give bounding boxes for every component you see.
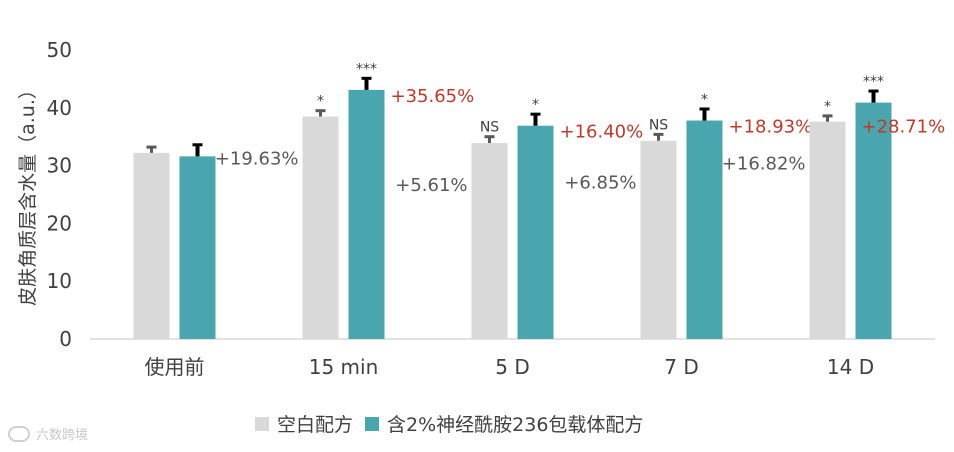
significance-label: * <box>701 92 708 108</box>
bar <box>686 120 723 340</box>
legend-item-ceramide: 含2%神经酰胺236包载体配方 <box>365 410 643 437</box>
significance-label: *** <box>863 74 884 90</box>
x-category-label: 15 min <box>309 355 379 379</box>
y-tick-label: 50 <box>47 38 72 62</box>
y-tick-label: 0 <box>59 327 72 351</box>
legend: 空白配方 含2%神经酰胺236包载体配方 <box>255 410 655 437</box>
legend-swatch-ceramide <box>365 416 380 431</box>
y-axis-ticks: 0 10 20 30 40 50 <box>47 38 72 351</box>
y-tick-label: 40 <box>47 96 72 120</box>
x-category-label: 5 D <box>495 355 529 379</box>
significance-label: NS <box>480 120 499 136</box>
y-tick-label: 20 <box>47 211 72 235</box>
change-percent-label: +35.65% <box>391 86 475 107</box>
bar <box>133 152 170 339</box>
bar <box>855 102 892 340</box>
significance-label: NS <box>649 117 668 133</box>
bar <box>471 143 508 339</box>
significance-label: * <box>532 97 539 113</box>
y-tick-label: 30 <box>47 154 72 178</box>
change-percent-label: +28.71% <box>862 117 946 138</box>
bar <box>348 89 385 339</box>
bars: * +19.63% *** +35.65% NS +5.61% * +16.40% NS +6.8… <box>133 61 946 340</box>
significance-label: *** <box>356 61 377 77</box>
change-percent-label: +5.61% <box>395 175 467 196</box>
bar <box>640 140 677 339</box>
y-axis-label: 皮肤角质层含水量（a.u.） <box>17 80 39 306</box>
y-tick-label: 10 <box>47 269 72 293</box>
x-category-label: 7 D <box>664 355 698 379</box>
bar <box>302 116 339 339</box>
significance-label: * <box>824 99 831 115</box>
x-category-label: 14 D <box>827 355 874 379</box>
significance-label: * <box>317 94 324 110</box>
change-percent-label: +18.93% <box>729 117 813 138</box>
bar <box>179 156 216 339</box>
legend-label-ceramide: 含2%神经酰胺236包载体配方 <box>387 414 644 436</box>
change-percent-label: +19.63% <box>215 148 299 169</box>
watermark-logo-icon <box>8 425 30 442</box>
watermark-text: 六数跨境 <box>36 428 89 443</box>
legend-swatch-blank <box>255 416 269 431</box>
bar <box>809 121 846 339</box>
bar <box>517 125 554 339</box>
x-category-label: 使用前 <box>145 355 205 379</box>
change-percent-label: +16.40% <box>560 122 644 143</box>
x-axis-categories: 使用前 15 min 5 D 7 D 14 D <box>145 355 875 379</box>
legend-item-blank: 空白配方 <box>255 410 353 437</box>
watermark: 六数跨境 <box>8 424 88 443</box>
legend-label-blank: 空白配方 <box>277 414 354 436</box>
change-percent-label: +6.85% <box>564 173 636 194</box>
change-percent-label: +16.82% <box>722 154 806 175</box>
